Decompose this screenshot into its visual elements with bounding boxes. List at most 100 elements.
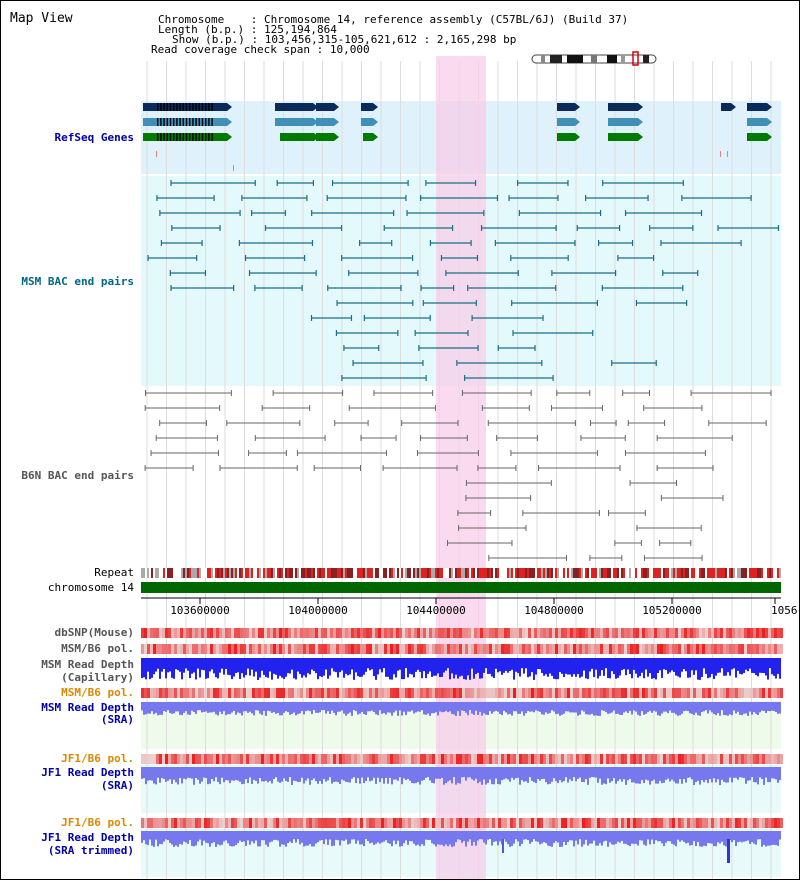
msm-b6-pol-2-heat-cell <box>630 688 633 698</box>
gene-exon <box>182 103 184 111</box>
dbsnp-heat-cell <box>468 628 471 638</box>
track-label-b6n-bac[interactable]: B6N BAC end pairs <box>21 469 134 482</box>
msm-sra-depth-bar <box>301 702 303 712</box>
msm-sra-depth-bar <box>375 702 377 715</box>
msm-sra-depth-bar <box>569 702 571 713</box>
jf1-sra-depth-bar <box>179 767 181 779</box>
jf1-b6-pol-2-heat-cell <box>606 818 609 828</box>
msm-capillary-depth-bar <box>503 658 505 673</box>
msm-sra-depth-bar <box>165 702 167 712</box>
repeat-segment <box>537 568 539 578</box>
jf1-trim-depth-bar <box>533 831 535 840</box>
msm-capillary-depth-bar <box>193 658 195 673</box>
jf1-b6-pol-heat-cell <box>414 754 417 764</box>
msm-capillary-depth-bar <box>525 658 527 669</box>
jf1-sra-depth-bar <box>491 767 493 785</box>
jf1-sra-depth-bar <box>479 767 481 782</box>
track-label-msm-depth-sra-1: MSM Read Depth <box>41 701 134 714</box>
msm-capillary-depth-bar <box>545 658 547 675</box>
jf1-b6-pol-heat-cell <box>663 754 666 764</box>
dbsnp-heat-cell <box>261 628 264 638</box>
msm-sra-depth-bar <box>645 702 647 714</box>
msm-b6-pol-2-heat-cell <box>321 688 324 698</box>
refseq-gene <box>747 118 767 126</box>
jf1-trim-depth-bar <box>253 831 255 844</box>
repeat-segment <box>207 568 209 578</box>
msm-b6-pol-2-heat-cell <box>453 688 456 698</box>
repeat-segment <box>761 568 763 578</box>
msm-sra-depth-bar <box>559 702 561 716</box>
msm-sra-depth-bar <box>309 702 311 712</box>
msm-sra-depth-bar <box>507 702 509 715</box>
msm-b6-pol-2-heat-cell <box>699 688 702 698</box>
dbsnp-heat-cell <box>441 628 444 638</box>
msm-b6-pol-2-heat-cell <box>558 688 561 698</box>
jf1-trim-depth-bar <box>177 831 179 847</box>
msm-capillary-depth-bar <box>259 658 261 678</box>
msm-b6-pol-heat-cell <box>741 644 744 654</box>
gene-exon <box>176 133 178 141</box>
jf1-b6-pol-heat-cell <box>195 754 198 764</box>
jf1-trim-depth-bar <box>451 831 453 847</box>
msm-b6-pol-2-heat-cell <box>339 688 342 698</box>
msm-b6-pol-heat-cell <box>681 644 684 654</box>
msm-b6-pol-heat-cell <box>669 644 672 654</box>
dbsnp-heat-cell <box>780 628 783 638</box>
jf1-b6-pol-2-heat-cell <box>483 818 486 828</box>
msm-sra-depth-bar <box>245 702 247 712</box>
jf1-sra-depth-bar <box>387 767 389 784</box>
jf1-sra-depth-bar <box>307 767 309 779</box>
msm-b6-pol-heat-cell <box>369 644 372 654</box>
msm-capillary-depth-bar <box>243 658 245 678</box>
msm-b6-pol-heat-cell <box>321 644 324 654</box>
jf1-b6-pol-2-heat-cell <box>294 818 297 828</box>
jf1-sra-depth-bar <box>779 767 781 781</box>
msm-sra-depth-bar <box>415 702 417 713</box>
jf1-b6-pol-heat-cell <box>738 754 741 764</box>
repeat-segment <box>409 568 411 578</box>
msm-sra-depth-bar <box>259 702 261 714</box>
msm-capillary-depth-bar <box>537 658 539 669</box>
jf1-b6-pol-2-heat-cell <box>630 818 633 828</box>
msm-capillary-depth-bar <box>305 658 307 678</box>
dbsnp-heat-cell <box>549 628 552 638</box>
msm-sra-depth-bar <box>289 702 291 715</box>
repeat-segment <box>779 568 781 578</box>
jf1-b6-pol-2-heat-cell <box>408 818 411 828</box>
jf1-sra-depth-bar <box>301 767 303 778</box>
jf1-sra-depth-bar <box>145 767 147 785</box>
jf1-b6-pol-heat-cell <box>462 754 465 764</box>
msm-sra-depth-bar <box>169 702 171 713</box>
msm-b6-pol-2-heat-cell <box>351 688 354 698</box>
jf1-sra-depth-bar <box>279 767 281 783</box>
track-label-msm-bac[interactable]: MSM BAC end pairs <box>21 275 134 288</box>
msm-capillary-depth-bar <box>709 658 711 678</box>
msm-sra-depth-bar <box>497 702 499 712</box>
msm-sra-depth-bar <box>659 702 661 716</box>
repeat-segment <box>555 568 557 578</box>
jf1-b6-pol-2-heat-cell <box>339 818 342 828</box>
jf1-b6-pol-heat-cell <box>342 754 345 764</box>
repeat-segment <box>459 568 461 578</box>
jf1-b6-pol-2-heat-cell <box>726 818 729 828</box>
refseq-gene <box>747 103 767 111</box>
jf1-sra-depth-bar <box>471 767 473 780</box>
dbsnp-heat-cell <box>672 628 675 638</box>
msm-sra-depth-bar <box>363 702 365 715</box>
jf1-b6-pol-heat-cell <box>300 754 303 764</box>
dbsnp-heat-cell <box>495 628 498 638</box>
msm-capillary-depth-bar <box>365 658 367 672</box>
msm-capillary-depth-bar <box>403 658 405 680</box>
jf1-sra-depth-bar <box>529 767 531 778</box>
msm-capillary-depth-bar <box>589 658 591 672</box>
dbsnp-heat-cell <box>432 628 435 638</box>
msm-capillary-depth-bar <box>293 658 295 679</box>
jf1-trim-depth-bar <box>315 831 317 844</box>
msm-sra-depth-bar <box>561 702 563 715</box>
jf1-b6-pol-heat-cell <box>522 754 525 764</box>
track-label-refseq[interactable]: RefSeq Genes <box>54 131 134 144</box>
dbsnp-heat-cell <box>426 628 429 638</box>
msm-b6-pol-heat-cell <box>264 644 267 654</box>
msm-capillary-depth-bar <box>223 658 225 675</box>
